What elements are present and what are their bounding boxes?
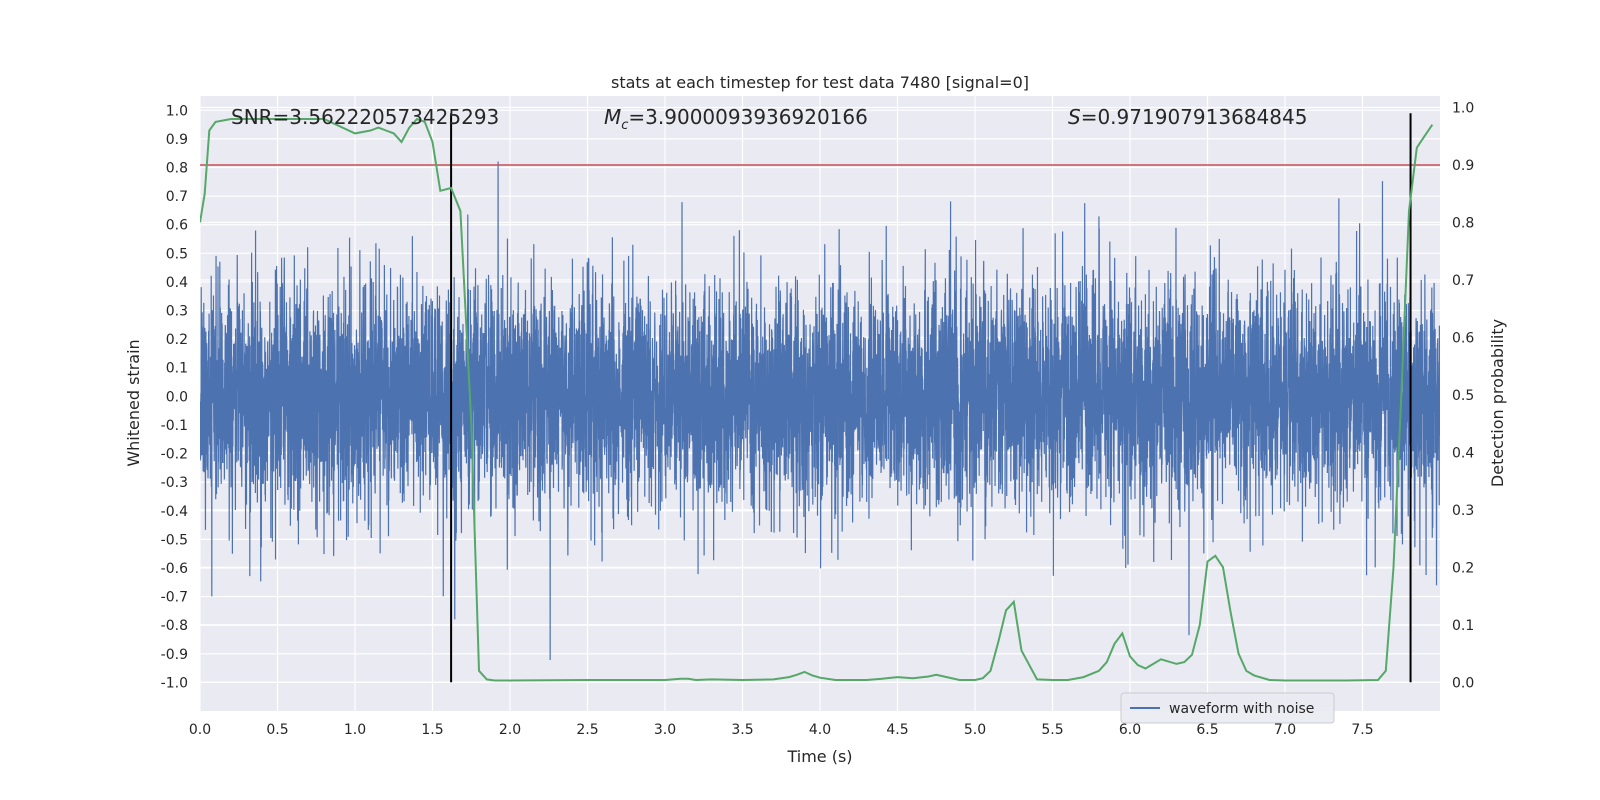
chirp-mass-annotation: Mc=3.9000093936920166 (604, 105, 868, 133)
y-right-tick-label: 0.8 (1452, 215, 1474, 231)
y-left-tick-label: -0.6 (161, 561, 188, 577)
y-right-tick-label: 0.5 (1452, 388, 1474, 404)
y-left-tick-label: -0.2 (161, 447, 188, 463)
legend: waveform with noise (1120, 692, 1335, 724)
x-tick-label: 0.0 (189, 722, 211, 738)
x-tick-label: 7.0 (1274, 722, 1296, 738)
waveform-series-line (200, 161, 1440, 660)
y-left-tick-label: 0.9 (166, 132, 188, 148)
x-tick-label: 3.5 (731, 722, 753, 738)
s-symbol: S (1068, 105, 1081, 129)
y-right-axis-label: Detection probability (1488, 319, 1507, 487)
y-left-tick-label: -1.0 (161, 675, 188, 691)
y-left-tick-label: 0.0 (166, 389, 188, 405)
snr-annotation: SNR=3.562220573425293 (231, 105, 499, 129)
y-left-tick-label: 0.2 (166, 332, 188, 348)
x-tick-label: 1.5 (421, 722, 443, 738)
x-tick-label: 6.5 (1196, 722, 1218, 738)
y-right-tick-label: 0.2 (1452, 560, 1474, 576)
y-left-tick-label: -0.1 (161, 418, 188, 434)
x-tick-label: 6.0 (1119, 722, 1141, 738)
y-left-tick-label: -0.8 (161, 618, 188, 634)
y-right-tick-label: 0.6 (1452, 330, 1474, 346)
x-tick-label: 5.0 (964, 722, 986, 738)
x-tick-label: 5.5 (1041, 722, 1063, 738)
y-right-tick-label: 0.1 (1452, 618, 1474, 634)
chart-title: stats at each timestep for test data 748… (611, 73, 1029, 92)
y-left-tick-label: 0.8 (166, 161, 188, 177)
y-left-tick-label: -0.9 (161, 647, 188, 663)
y-left-axis-label: Whitened strain (124, 339, 143, 466)
y-left-tick-label: 0.4 (166, 275, 188, 291)
x-tick-label: 1.0 (344, 722, 366, 738)
x-tick-label: 2.0 (499, 722, 521, 738)
y-left-tick-label: -0.3 (161, 475, 188, 491)
s-annotation: S=0.971907913684845 (1068, 105, 1307, 129)
y-right-tick-label: 0.9 (1452, 158, 1474, 174)
y-left-tick-label: 0.5 (166, 246, 188, 262)
probability-series-line (200, 117, 1434, 682)
x-tick-label: 4.5 (886, 722, 908, 738)
chirp-mass-symbol: M (604, 105, 621, 129)
y-left-tick-label: 0.6 (166, 218, 188, 234)
y-left-tick-label: -0.4 (161, 504, 188, 520)
vertical-markers (450, 113, 1412, 683)
y-left-tick-label: -0.5 (161, 532, 188, 548)
legend-label-waveform: waveform with noise (1169, 701, 1314, 717)
x-tick-label: 4.0 (809, 722, 831, 738)
y-left-tick-label: 0.3 (166, 304, 188, 320)
y-right-tick-label: 0.3 (1452, 503, 1474, 519)
y-right-tick-label: 0.7 (1452, 273, 1474, 289)
x-tick-label: 7.5 (1351, 722, 1373, 738)
y-right-tick-label: 1.0 (1452, 100, 1474, 116)
x-axis-ticks: 0.0 0.5 1.0 1.5 2.0 2.5 3.0 3.5 4.0 4.5 5.0 5.5 6.0 6… (189, 722, 1374, 738)
chirp-mass-value: =3.9000093936920166 (628, 105, 867, 129)
x-tick-label: 3.0 (654, 722, 676, 738)
y-right-axis-ticks: 1.0 0.9 0.8 0.7 0.6 0.5 0.4 0.3 0.2 0.1 0.0 (1452, 100, 1474, 691)
y-left-tick-label: 1.0 (166, 103, 188, 119)
x-tick-label: 0.5 (266, 722, 288, 738)
s-value: =0.971907913684845 (1081, 105, 1308, 129)
y-left-axis-ticks: 1.0 0.9 0.8 0.7 0.6 0.5 0.4 0.3 0.2 0.1 0.0 -0.1 -0.… (161, 103, 188, 691)
y-left-tick-label: -0.7 (161, 590, 188, 606)
chirp-mass-subscript: c (621, 118, 628, 133)
x-axis-label: Time (s) (786, 747, 852, 766)
y-left-tick-label: 0.7 (166, 189, 188, 205)
y-left-tick-label: 0.1 (166, 361, 188, 377)
y-right-tick-label: 0.4 (1452, 445, 1474, 461)
x-tick-label: 2.5 (576, 722, 598, 738)
y-right-tick-label: 0.0 (1452, 675, 1474, 691)
legend-box (1120, 692, 1335, 724)
